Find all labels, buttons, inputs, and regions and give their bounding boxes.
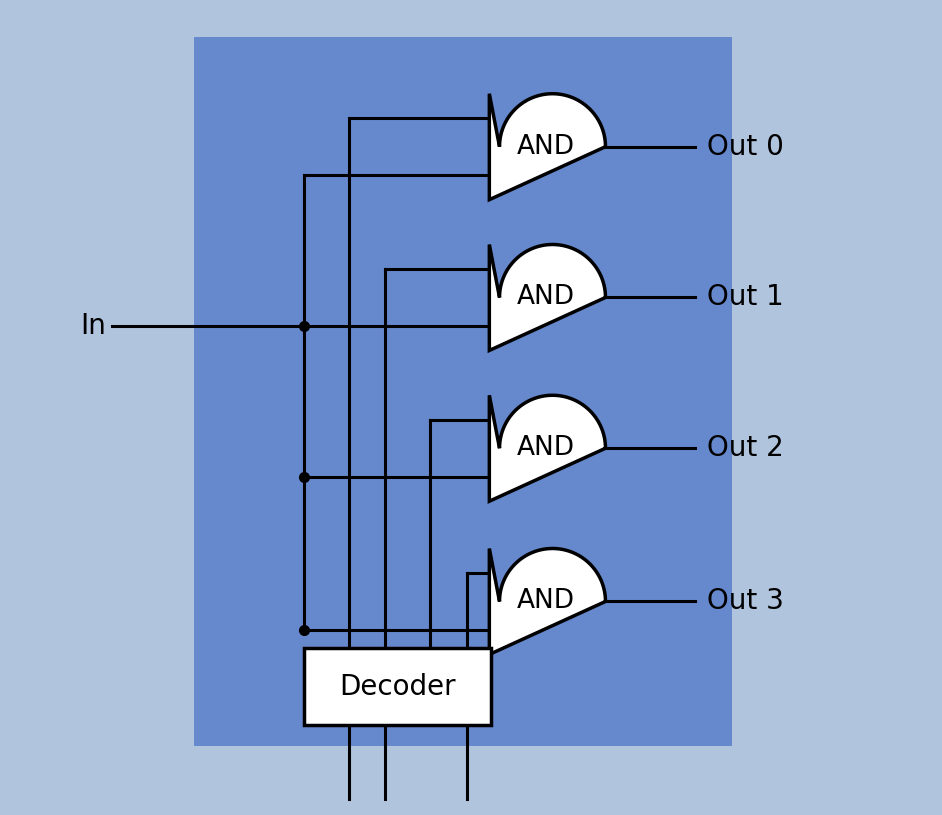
Text: In: In — [80, 312, 106, 340]
FancyBboxPatch shape — [194, 37, 732, 746]
Text: Decoder: Decoder — [339, 672, 456, 701]
Polygon shape — [489, 395, 606, 501]
Polygon shape — [489, 94, 606, 200]
Text: AND: AND — [517, 588, 576, 615]
Polygon shape — [489, 244, 606, 350]
Text: Out 3: Out 3 — [707, 588, 785, 615]
FancyBboxPatch shape — [304, 648, 492, 725]
Text: Out 1: Out 1 — [707, 284, 784, 311]
Text: AND: AND — [517, 284, 576, 311]
Text: Out 0: Out 0 — [707, 133, 785, 161]
Text: AND: AND — [517, 435, 576, 461]
Text: Out 2: Out 2 — [707, 434, 784, 462]
Text: AND: AND — [517, 134, 576, 160]
Polygon shape — [489, 548, 606, 654]
